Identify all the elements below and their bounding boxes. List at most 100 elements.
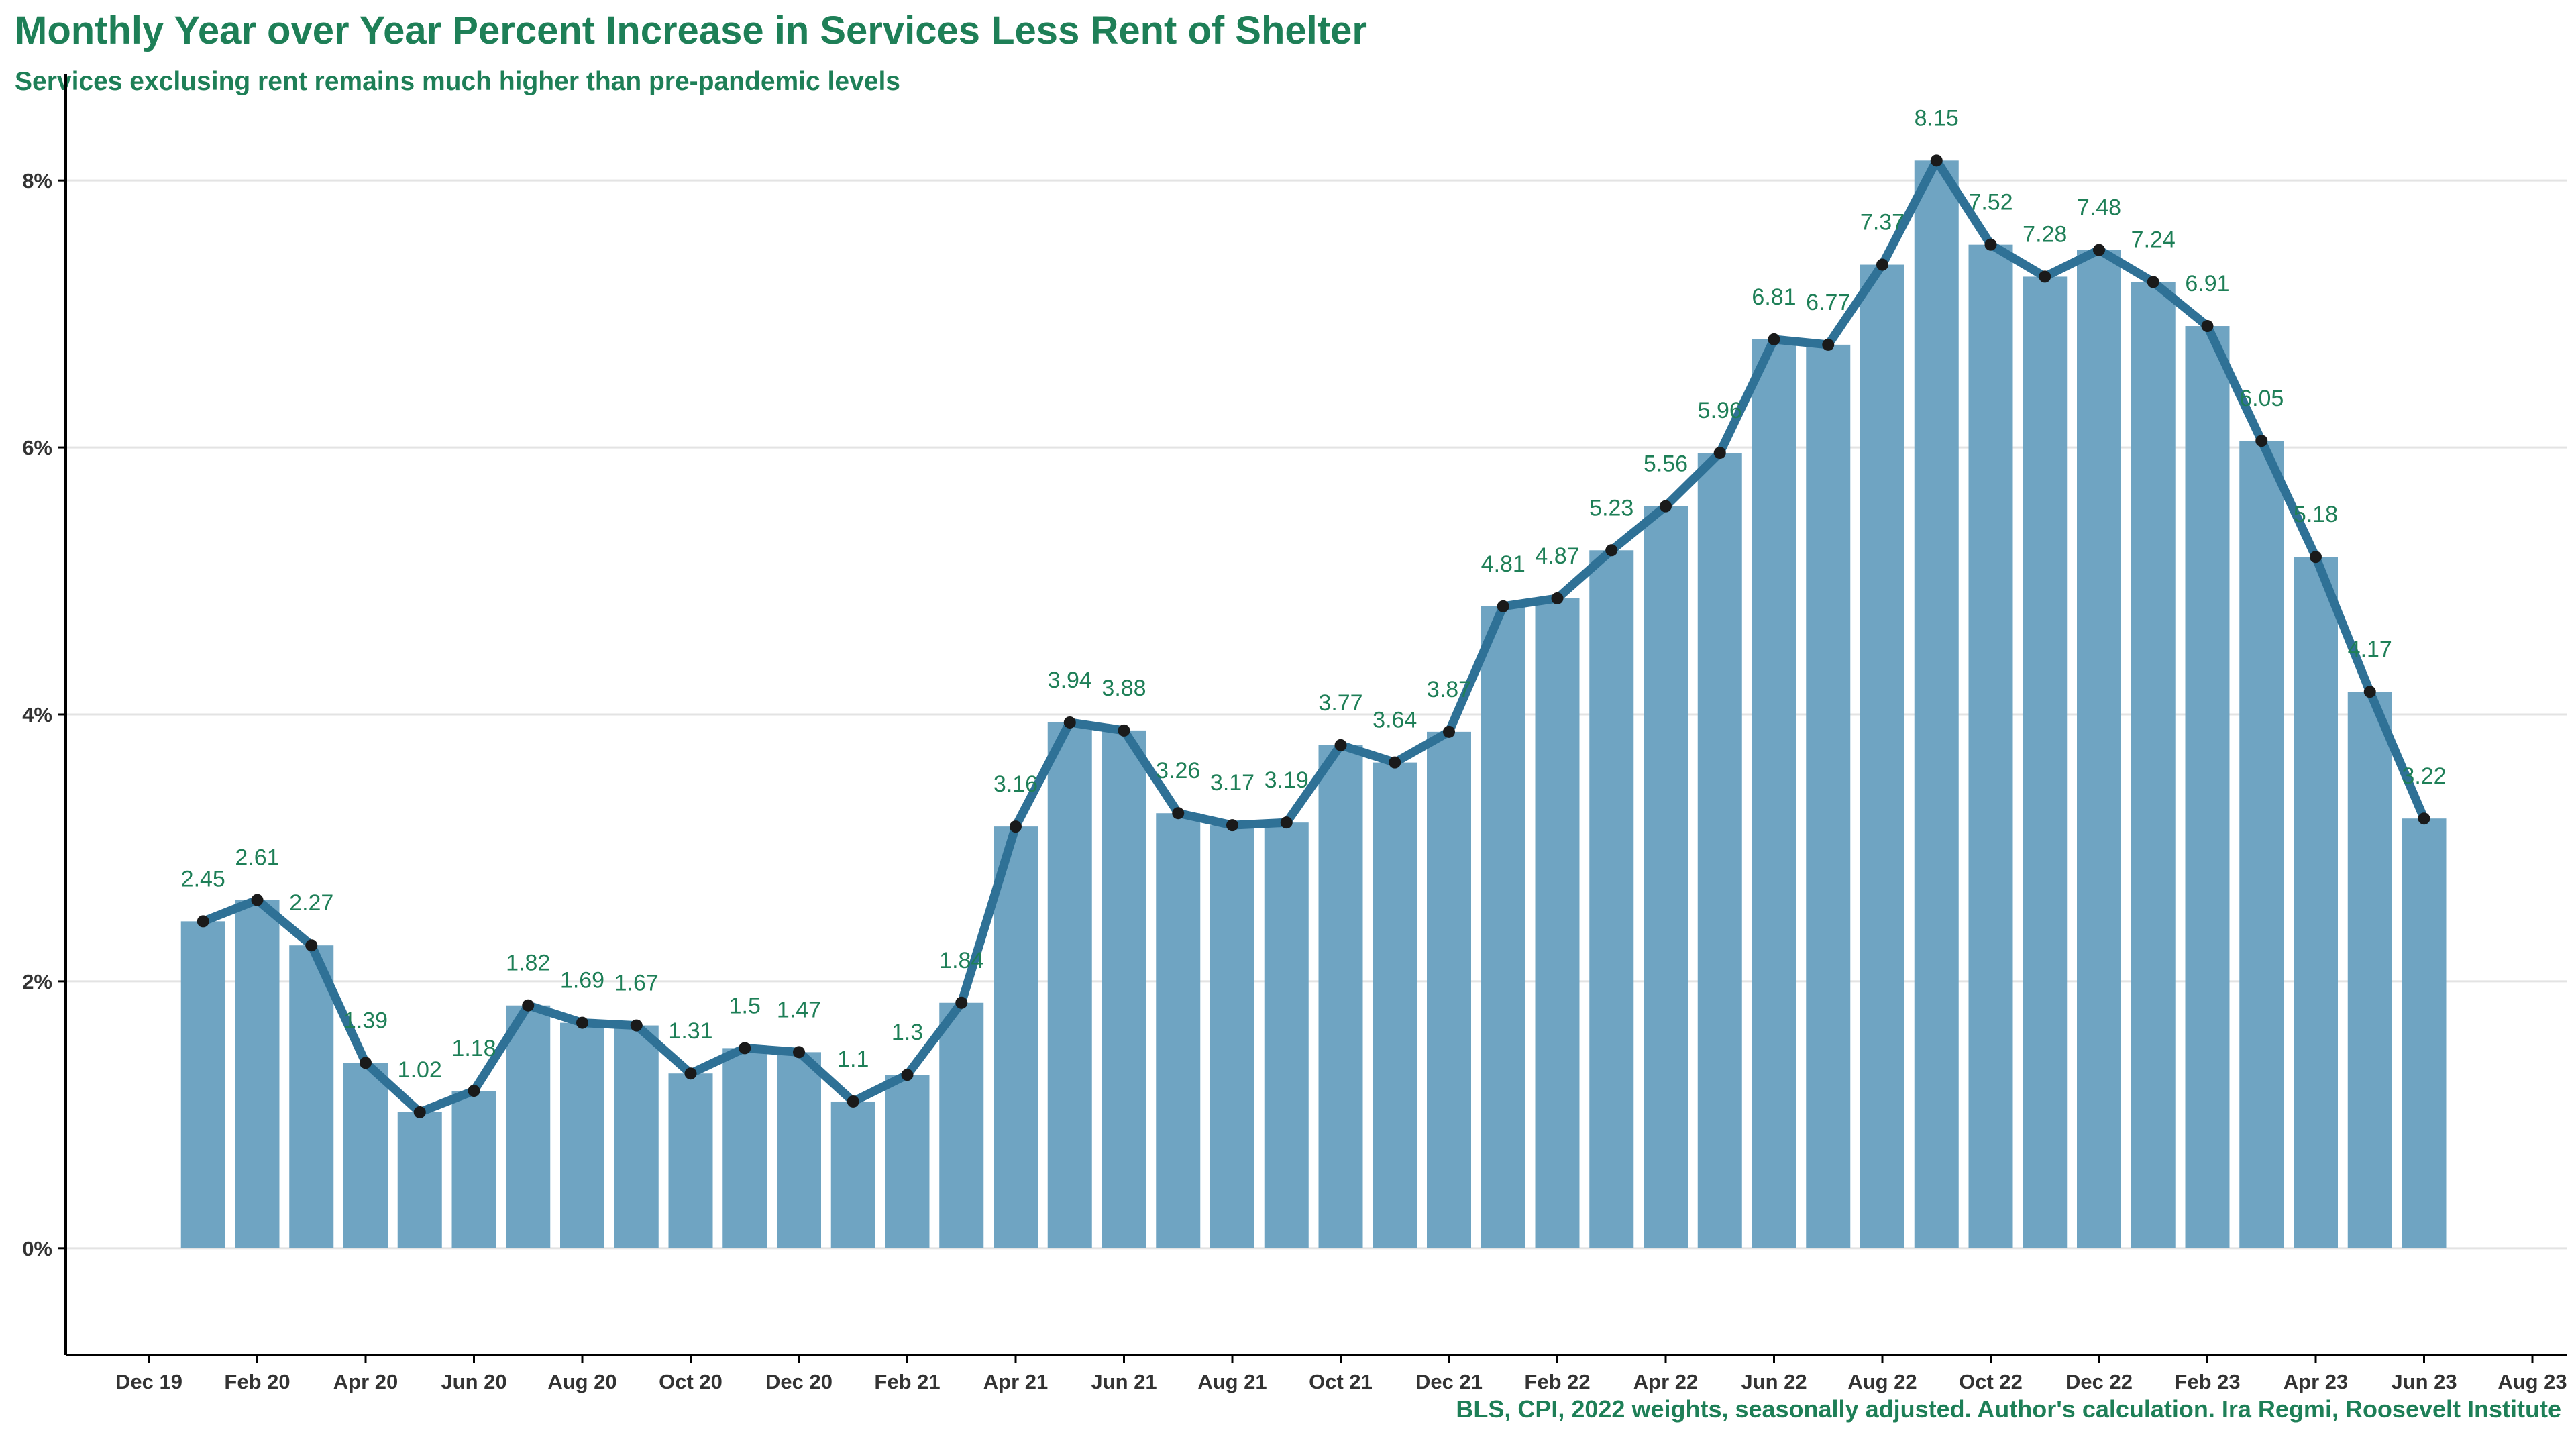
bar [451, 1091, 496, 1248]
data-labels: 2.452.612.271.391.021.181.821.69 1.671.31… [181, 105, 2447, 1083]
data-label: 3.77 [1318, 690, 1362, 716]
bar [722, 1048, 767, 1248]
bar [1427, 731, 1471, 1248]
data-label: 1.18 [451, 1036, 496, 1061]
bar [1264, 822, 1309, 1248]
bar [939, 1002, 984, 1248]
bar [1047, 722, 1092, 1248]
bar [1914, 160, 1959, 1248]
data-label: 7.28 [2023, 221, 2067, 247]
bar [830, 1101, 875, 1248]
bar [2077, 250, 2121, 1248]
data-point [684, 1067, 697, 1080]
x-tick-label: Jun 20 [441, 1370, 506, 1393]
data-point [1443, 725, 1455, 738]
bar [2347, 692, 2392, 1248]
data-label: 3.22 [2402, 763, 2446, 789]
data-label: 2.27 [289, 890, 333, 916]
data-label: 6.05 [2239, 386, 2284, 411]
data-point [1876, 258, 1888, 271]
x-tick-label: Dec 20 [765, 1370, 833, 1393]
y-tick-label: 4% [22, 703, 52, 727]
bar [1697, 453, 1742, 1248]
data-label: 5.96 [1698, 398, 1742, 423]
data-label: 7.24 [2131, 227, 2176, 252]
bar [235, 900, 280, 1248]
data-point [1930, 154, 1943, 167]
data-point [2093, 244, 2105, 256]
data-label: 7.48 [2077, 195, 2121, 221]
data-point [2418, 812, 2430, 825]
data-point [522, 999, 535, 1012]
data-label: 3.26 [1156, 758, 1200, 784]
data-label: 6.77 [1806, 290, 1850, 315]
points [197, 154, 2430, 1118]
x-tick-label: Apr 21 [983, 1370, 1048, 1393]
data-label: 3.87 [1427, 677, 1471, 702]
bar [1860, 264, 1904, 1248]
data-point [305, 939, 318, 952]
data-point [413, 1106, 426, 1118]
data-point [1984, 238, 1997, 251]
data-point [2255, 435, 2268, 447]
x-tick-label: Aug 22 [1847, 1370, 1917, 1393]
data-point [2310, 551, 2322, 564]
data-point [2201, 320, 2214, 333]
data-label: 3.88 [1102, 676, 1146, 701]
data-point [1713, 447, 1726, 460]
x-tick-label: Feb 22 [1524, 1370, 1590, 1393]
data-point [2147, 276, 2159, 288]
data-point [1226, 819, 1238, 832]
y-tick-label: 0% [22, 1237, 52, 1260]
data-label: 2.61 [235, 845, 279, 871]
data-point [630, 1019, 643, 1032]
data-point [1334, 739, 1347, 751]
data-label: 5.18 [2294, 502, 2338, 527]
x-tick-label: Jun 21 [1091, 1370, 1157, 1393]
data-point [468, 1085, 480, 1097]
bar [1644, 506, 1688, 1248]
bar [2239, 441, 2284, 1248]
data-label: 5.56 [1644, 451, 1688, 477]
bar [1102, 730, 1146, 1248]
bar [1156, 813, 1201, 1248]
bar [1210, 825, 1254, 1248]
bar [180, 921, 225, 1248]
bar [2023, 276, 2068, 1248]
x-tick-label: Feb 21 [874, 1370, 940, 1393]
data-point [360, 1057, 372, 1069]
x-tick-label: Oct 21 [1309, 1370, 1373, 1393]
data-label: 7.52 [1968, 190, 2012, 215]
bar [2294, 557, 2338, 1248]
x-tick-label: Aug 23 [2498, 1370, 2567, 1393]
data-point [1063, 716, 1076, 729]
y-tick-label: 2% [22, 970, 52, 994]
x-tick-label: Apr 20 [333, 1370, 398, 1393]
source-caption: BLS, CPI, 2022 weights, seasonally adjus… [1456, 1395, 2561, 1423]
data-point [1768, 333, 1780, 345]
data-label: 8.15 [1915, 105, 1959, 131]
data-point [197, 915, 209, 928]
bar [2131, 282, 2176, 1248]
data-label: 1.31 [668, 1018, 712, 1044]
x-tick-label: Apr 23 [2284, 1370, 2348, 1393]
data-label: 2.45 [181, 866, 225, 892]
data-point [576, 1016, 588, 1029]
data-point [1172, 807, 1185, 820]
data-point [1118, 724, 1130, 737]
x-tick-label: Jun 23 [2391, 1370, 2457, 1393]
data-point [793, 1046, 805, 1059]
data-point [1497, 600, 1509, 612]
data-point [1389, 756, 1401, 769]
data-label: 1.1 [837, 1046, 869, 1072]
bar [885, 1075, 930, 1248]
data-label: 1.47 [777, 997, 821, 1022]
bar [1589, 550, 1634, 1248]
bar [1373, 762, 1417, 1248]
data-label: 1.82 [506, 951, 550, 976]
bar [2402, 818, 2447, 1248]
bar [506, 1005, 551, 1248]
data-label: 3.17 [1210, 770, 1254, 796]
data-label: 4.81 [1481, 551, 1525, 577]
axes: 0% 2% 4% 6% 8% Dec 19 Feb 20 Apr 20 Jun 20 Aug 20… [22, 74, 2567, 1393]
